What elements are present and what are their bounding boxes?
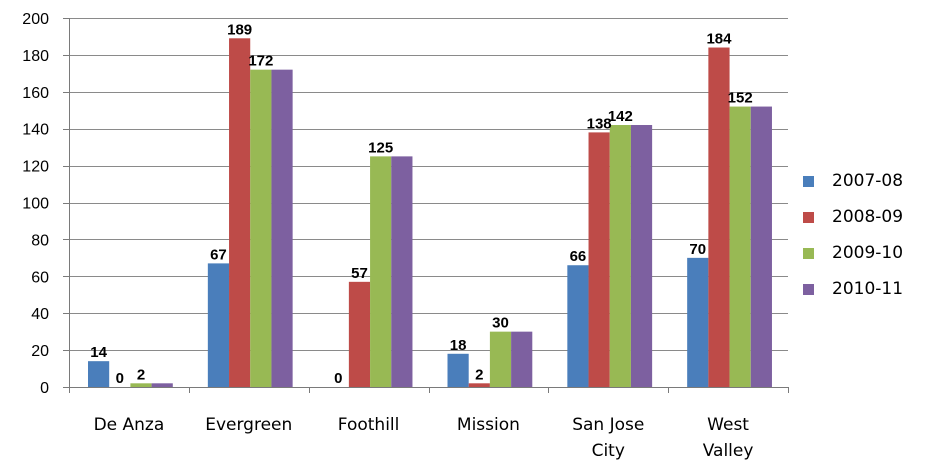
x-category-label: Foothill (338, 415, 400, 435)
y-tick-label: 140 (22, 122, 49, 139)
bar-2007-08-0 (88, 361, 110, 387)
bar-2009-10-4 (609, 125, 631, 387)
legend-swatch (803, 283, 814, 295)
legend-label: 2008-09 (832, 207, 904, 227)
bar-2010-11-3 (511, 331, 533, 387)
bar-2008-09-4 (588, 132, 610, 387)
y-tick-label: 60 (31, 269, 49, 286)
data-label: 125 (368, 139, 393, 156)
legend-item: 2007-08 (803, 163, 903, 199)
bar-2009-10-0 (130, 383, 152, 387)
legend-item: 2010-11 (803, 271, 903, 307)
bar-2007-08-4 (567, 265, 589, 387)
bar-2007-08-1 (207, 263, 230, 387)
data-label: 152 (728, 90, 753, 107)
axes (63, 18, 789, 393)
legend-label: 2007-08 (832, 171, 904, 191)
x-category-line: Mission (457, 415, 520, 435)
bar-2007-08-5 (687, 257, 709, 387)
data-label: 189 (227, 21, 252, 38)
legend-swatch (803, 247, 814, 259)
y-tick-label: 200 (22, 11, 49, 28)
data-label: 142 (608, 108, 633, 125)
y-tick-label: 80 (31, 232, 49, 249)
data-label: 0 (116, 370, 124, 387)
bar-2010-11-2 (391, 156, 413, 387)
bar-2010-11-4 (630, 125, 653, 387)
bar-2010-11-0 (151, 383, 173, 387)
bar-2009-10-1 (250, 69, 272, 387)
x-category-line: Foothill (338, 415, 400, 435)
bar-2009-10-5 (729, 106, 751, 387)
legend-swatch (803, 211, 814, 223)
data-label: 18 (450, 337, 467, 354)
x-category-label: De Anza (94, 415, 165, 435)
legend-swatch (803, 175, 814, 187)
gridlines (69, 18, 788, 351)
bar-2008-09-5 (708, 47, 730, 388)
y-tick-label: 20 (31, 343, 49, 360)
x-category-label: West Valley (703, 415, 754, 461)
bar-2008-09-3 (468, 383, 490, 387)
x-category-labels: De Anza Evergreen Foothill Mission San Jose C… (94, 415, 754, 461)
data-label: 14 (90, 344, 107, 361)
data-label: 2 (475, 366, 483, 383)
x-category-line: De Anza (94, 415, 165, 435)
x-category-line: San Jose (572, 415, 644, 435)
data-label: 172 (248, 53, 273, 70)
bar-2010-11-5 (750, 106, 772, 387)
y-tick-label: 40 (31, 306, 49, 323)
data-label: 70 (689, 241, 706, 258)
bar-2008-09-1 (229, 38, 251, 388)
bar-2010-11-1 (271, 69, 293, 387)
y-tick-label: 180 (22, 48, 49, 65)
legend-label: 2010-11 (832, 279, 904, 299)
bar-2007-08-3 (447, 353, 469, 387)
legend-label: 2009-10 (832, 243, 904, 263)
x-category-label: Mission (457, 415, 520, 435)
data-label: 0 (334, 370, 342, 387)
x-category-label: Evergreen (205, 415, 292, 435)
legend: 2007-08 2008-09 2009-10 2010-11 (803, 163, 903, 307)
data-label: 138 (587, 115, 612, 132)
bars (88, 38, 772, 388)
x-category-line: Valley (703, 441, 754, 461)
y-tick-labels: 0 20 40 60 80 100 120 140 160 180 200 (22, 11, 49, 397)
x-category-label: San Jose City (572, 415, 644, 461)
legend-item: 2009-10 (803, 235, 903, 271)
x-category-line: West (707, 415, 749, 435)
legend-item: 2008-09 (803, 199, 903, 235)
data-label: 184 (706, 31, 732, 48)
x-category-line: Evergreen (205, 415, 292, 435)
data-label: 67 (210, 246, 227, 263)
x-category-line: City (592, 441, 625, 461)
data-label: 30 (492, 315, 509, 332)
bar-2009-10-2 (370, 156, 392, 387)
data-label: 57 (351, 265, 368, 282)
y-tick-label: 100 (22, 196, 49, 213)
bar-2009-10-3 (489, 331, 512, 387)
y-tick-label: 160 (22, 85, 49, 102)
bar-2008-09-2 (348, 281, 371, 387)
data-label: 66 (570, 248, 587, 265)
data-label: 2 (137, 366, 145, 383)
y-tick-label: 0 (40, 380, 49, 397)
y-tick-label: 120 (22, 159, 49, 176)
